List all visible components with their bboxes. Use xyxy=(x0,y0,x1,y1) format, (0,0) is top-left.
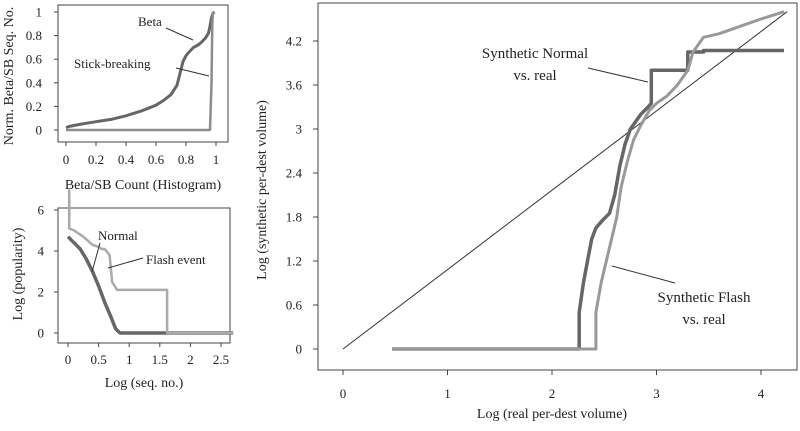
qq-x-tick-label: 1 xyxy=(444,386,451,401)
beta-annotation: Beta xyxy=(138,14,162,29)
qq-x-tick-label: 3 xyxy=(653,386,660,401)
qq-x-tick-label: 4 xyxy=(758,386,765,401)
stick-breaking-callout-line xyxy=(175,67,210,77)
qq-y-tick-label: 4.2 xyxy=(286,34,302,49)
beta-plot-frame xyxy=(57,4,229,143)
synthetic-flash-annotation: Synthetic Flash xyxy=(658,290,751,306)
popularity-x-tick-label: 2 xyxy=(187,352,194,367)
popularity-series-normal xyxy=(66,235,234,335)
synthetic-normal-callout-line xyxy=(587,67,649,83)
popularity-y-tick-label: 4 xyxy=(38,244,45,259)
qq-y-ticks: 0 0.6 1.2 1.8 2.4 3 3.6 4.2 xyxy=(286,34,318,357)
popularity-y-tick-label: 2 xyxy=(38,285,45,300)
synthetic-normal-annotation: Synthetic Normal xyxy=(482,46,588,62)
popularity-plot-frame xyxy=(57,207,231,344)
beta-y-tick-label: 0.8 xyxy=(26,28,42,43)
synthetic-flash-annotation-line2: vs. real xyxy=(682,312,725,328)
qq-y-tick-label: 1.2 xyxy=(286,254,302,269)
popularity-y-axis-label: Log (popularity) xyxy=(11,227,26,320)
beta-y-tick-label: 0 xyxy=(36,123,43,138)
beta-x-tick-label: 0.6 xyxy=(148,152,165,167)
normal-annotation: Normal xyxy=(98,228,138,243)
qq-x-tick-label: 2 xyxy=(549,386,556,401)
popularity-y-tick-label: 6 xyxy=(38,203,45,218)
qq-plot-frame xyxy=(317,2,798,371)
beta-series-stick-breaking xyxy=(66,11,215,132)
qq-x-ticks: 0 1 2 3 4 xyxy=(340,370,765,401)
stick-breaking-annotation: Stick-breaking xyxy=(74,56,151,71)
beta-y-tick-label: 0.6 xyxy=(26,52,43,67)
popularity-x-tick-label: 0.5 xyxy=(90,352,106,367)
beta-y-tick-label: 0.2 xyxy=(26,99,42,114)
beta-y-ticks: 0 0.2 0.4 0.6 0.8 1 xyxy=(26,5,58,138)
popularity-series-group xyxy=(66,189,234,335)
qq-y-tick-label: 2.4 xyxy=(286,166,303,181)
beta-x-tick-label: 0.8 xyxy=(178,152,194,167)
popularity-y-tick-label: 0 xyxy=(38,326,45,341)
beta-y-tick-label: 0.4 xyxy=(26,75,43,90)
beta-x-tick-label: 0.2 xyxy=(88,152,104,167)
beta-x-tick-label: 0 xyxy=(63,152,70,167)
popularity-x-axis-label: Log (seq. no.) xyxy=(105,376,184,391)
qq-series-reference-line xyxy=(342,11,788,350)
popularity-x-tick-label: 2.5 xyxy=(213,352,229,367)
popularity-x-tick-label: 1.5 xyxy=(152,352,168,367)
qq-y-tick-label: 1.8 xyxy=(286,210,302,225)
beta-series-group xyxy=(65,10,216,132)
beta-x-tick-label: 0.4 xyxy=(118,152,135,167)
beta-panel: 0 0.2 0.4 0.6 0.8 1 0 0.2 0.4 0.6 0.8 1 Beta Stick… xyxy=(2,4,229,193)
flash-event-annotation: Flash event xyxy=(146,252,206,267)
popularity-x-ticks: 0 0.5 1 1.5 2 2.5 xyxy=(65,343,229,367)
popularity-panel: 0 2 4 6 0 0.5 1 1.5 2 2.5 Normal Flash event Log… xyxy=(11,189,234,391)
popularity-x-tick-label: 0 xyxy=(65,352,72,367)
beta-callout-line xyxy=(165,27,194,41)
qq-panel: 0 0.6 1.2 1.8 2.4 3 3.6 4.2 0 1 2 3 4 Synthetic Nor… xyxy=(255,2,798,422)
beta-y-tick-label: 1 xyxy=(36,5,43,20)
popularity-series-flash-event xyxy=(67,189,234,335)
qq-y-tick-label: 0.6 xyxy=(286,298,303,313)
qq-y-axis-label: Log (synthetic per-dest volume) xyxy=(255,100,270,280)
beta-x-tick-label: 1 xyxy=(213,152,220,167)
synthetic-normal-annotation-line2: vs. real xyxy=(513,68,556,84)
qq-series-synthetic-normal-vs-real xyxy=(392,48,784,351)
normal-callout-line xyxy=(91,242,101,273)
qq-y-tick-label: 3.6 xyxy=(286,78,303,93)
qq-series-group xyxy=(342,10,788,351)
beta-x-axis-label: Beta/SB Count (Histogram) xyxy=(65,178,222,193)
synthetic-flash-callout-line xyxy=(611,265,676,284)
beta-x-ticks: 0 0.2 0.4 0.6 0.8 1 xyxy=(63,142,220,167)
flash-event-callout-line xyxy=(107,257,144,269)
popularity-y-ticks: 0 2 4 6 xyxy=(38,203,58,341)
qq-y-tick-label: 3 xyxy=(296,122,303,137)
popularity-x-tick-label: 1 xyxy=(126,352,133,367)
qq-series-synthetic-flash-vs-real xyxy=(392,10,785,351)
qq-x-axis-label: Log (real per-dest volume) xyxy=(477,407,627,422)
qq-x-tick-label: 0 xyxy=(340,386,347,401)
qq-y-tick-label: 0 xyxy=(296,342,303,357)
beta-series-beta xyxy=(65,10,216,130)
beta-y-axis-label: Norm. Beta/SB Seq. No. xyxy=(2,7,17,145)
